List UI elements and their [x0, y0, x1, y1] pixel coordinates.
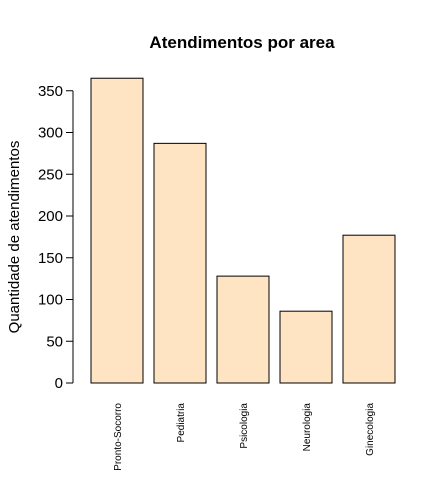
bar-psicologia: [216, 275, 270, 384]
x-tick-label: Pronto-Socorro: [113, 403, 124, 471]
bar-ginecologia: [342, 234, 396, 384]
y-axis-label: Quantidade de atendimentos: [6, 141, 23, 334]
y-axis: 0 50 100 150 200 250 300 350: [38, 83, 74, 392]
x-tick-label: Psicologia: [239, 403, 250, 449]
y-tick-label: 200: [38, 208, 63, 225]
x-tick-labels: Pronto-Socorro Pediatria Psicologia Neurolo…: [113, 403, 376, 471]
y-tick-label: 300: [38, 125, 63, 142]
bars: [90, 77, 396, 384]
bar-pediatria: [153, 142, 207, 384]
y-tick-label: 150: [38, 250, 63, 267]
x-tick-label: Ginecologia: [365, 403, 376, 456]
y-tick-label: 350: [38, 83, 63, 100]
bar-pronto-socorro: [90, 77, 144, 384]
y-tick-label: 100: [38, 292, 63, 309]
bar-neurologia: [279, 310, 333, 384]
chart-title: Atendimentos por area: [149, 33, 335, 52]
y-tick-label: 50: [46, 333, 63, 350]
y-tick-label: 250: [38, 166, 63, 183]
x-tick-label: Pediatria: [176, 403, 187, 443]
x-tick-label: Neurologia: [302, 403, 313, 452]
y-tick-label: 0: [55, 375, 63, 392]
